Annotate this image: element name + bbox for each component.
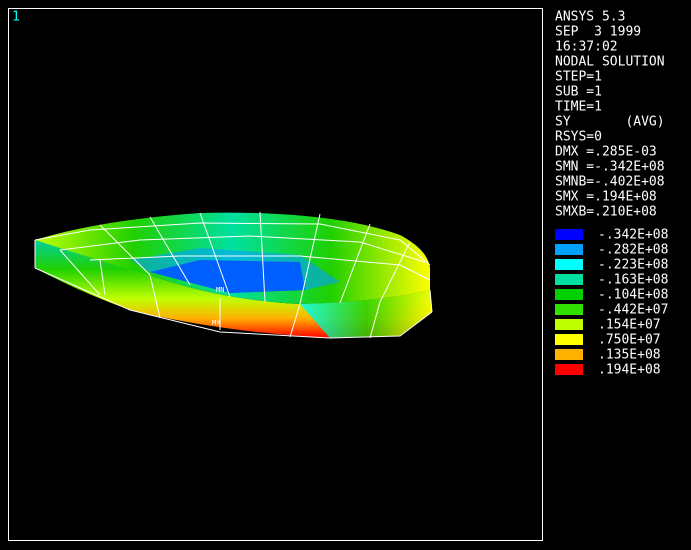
- info-line: TIME=1: [555, 100, 602, 115]
- window-number: 1: [12, 10, 20, 25]
- model: MN MX: [34, 211, 433, 339]
- info-line: SMNB=-.402E+08: [555, 175, 665, 190]
- legend-label: .154E+07: [598, 318, 661, 333]
- legend-swatch: [555, 349, 583, 360]
- info-line: 16:37:02: [555, 40, 618, 55]
- legend-swatch: [555, 259, 583, 270]
- max-marker: MX: [212, 319, 221, 327]
- legend-swatch: [555, 244, 583, 255]
- legend-swatch: [555, 319, 583, 330]
- info-line: SEP 3 1999: [555, 25, 641, 40]
- legend-swatch: [555, 364, 583, 375]
- info-line: RSYS=0: [555, 130, 602, 145]
- info-line: SMXB=.210E+08: [555, 205, 657, 220]
- legend-label: -.104E+08: [598, 288, 668, 303]
- info-line: NODAL SOLUTION: [555, 55, 665, 70]
- info-line: STEP=1: [555, 70, 602, 85]
- side-face-right: [300, 290, 432, 338]
- info-line: ANSYS 5.3: [555, 10, 625, 25]
- legend-label: -.223E+08: [598, 258, 668, 273]
- legend-swatch: [555, 274, 583, 285]
- legend-swatch: [555, 334, 583, 345]
- legend-label: .194E+08: [598, 363, 661, 378]
- legend-label: -.282E+08: [598, 243, 668, 258]
- legend-swatch: [555, 289, 583, 300]
- legend-label: .750E+07: [598, 333, 661, 348]
- legend-swatch: [555, 229, 583, 240]
- info-line: DMX =.285E-03: [555, 145, 657, 160]
- low-region: [130, 248, 340, 293]
- viewport-frame: [8, 8, 543, 541]
- legend-label: .135E+08: [598, 348, 661, 363]
- info-line: SY (AVG): [555, 115, 665, 130]
- legend-label: -.442E+07: [598, 303, 668, 318]
- mesh: [34, 211, 433, 339]
- min-marker: MN: [216, 286, 224, 294]
- info-line: SMX =.194E+08: [555, 190, 657, 205]
- legend-swatch: [555, 304, 583, 315]
- info-line: SMN =-.342E+08: [555, 160, 665, 175]
- legend-label: -.163E+08: [598, 273, 668, 288]
- legend-label: -.342E+08: [598, 228, 668, 243]
- info-line: SUB =1: [555, 85, 602, 100]
